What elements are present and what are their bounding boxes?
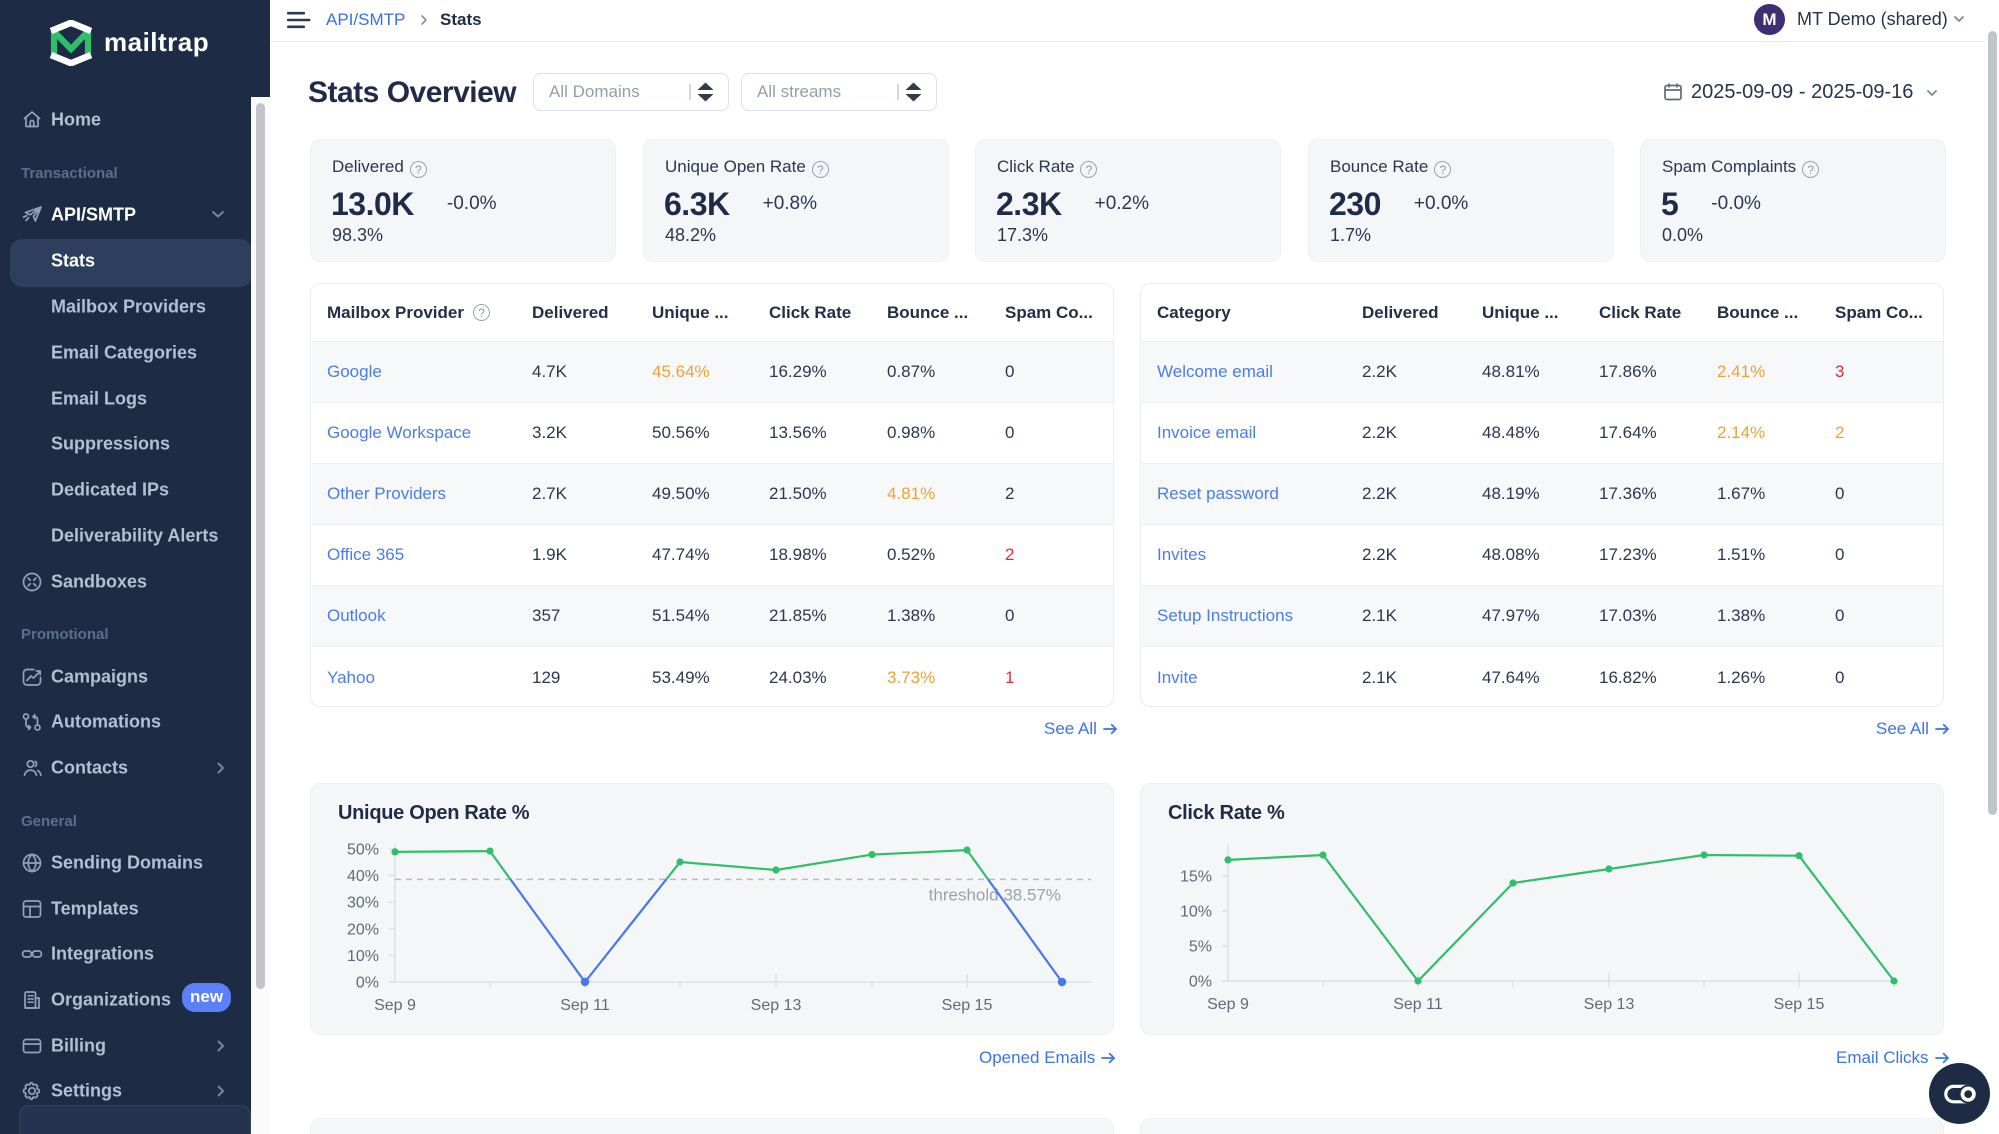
svg-text:Sep 9: Sep 9: [1207, 996, 1249, 1013]
svg-text:Sep 13: Sep 13: [751, 997, 802, 1014]
svg-text:10%: 10%: [1180, 904, 1212, 921]
svg-text:10%: 10%: [347, 948, 379, 965]
svg-text:Sep 11: Sep 11: [1393, 996, 1443, 1013]
svg-text:30%: 30%: [347, 895, 379, 912]
svg-text:Sep 11: Sep 11: [560, 997, 610, 1014]
svg-text:0%: 0%: [1189, 974, 1212, 991]
svg-text:15%: 15%: [1180, 869, 1212, 886]
svg-text:5%: 5%: [1189, 939, 1212, 956]
svg-text:Sep 15: Sep 15: [942, 997, 993, 1014]
svg-text:0%: 0%: [356, 975, 379, 992]
svg-text:threshold 38.57%: threshold 38.57%: [929, 885, 1061, 904]
svg-text:Sep 9: Sep 9: [374, 997, 416, 1014]
svg-text:20%: 20%: [347, 921, 379, 938]
svg-text:Sep 13: Sep 13: [1584, 996, 1635, 1013]
svg-text:40%: 40%: [347, 868, 379, 885]
svg-text:50%: 50%: [347, 842, 379, 859]
svg-text:Sep 15: Sep 15: [1774, 996, 1825, 1013]
